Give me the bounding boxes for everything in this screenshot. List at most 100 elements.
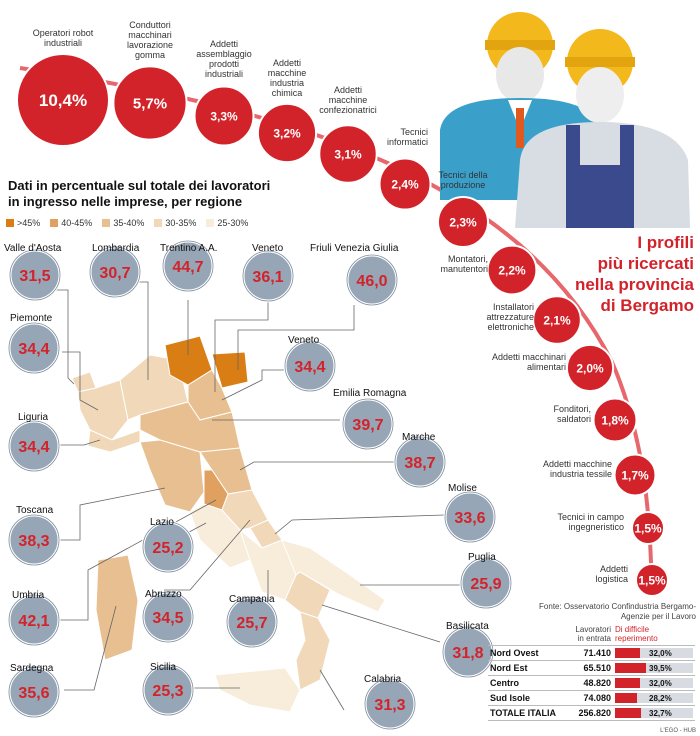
region-bubble: 25,3 Sicilia: [141, 662, 195, 717]
profile-value-label: 3,1%: [334, 147, 362, 161]
region-value-label: 25,2: [152, 540, 183, 557]
header-difficult-line1: Di difficile: [615, 625, 650, 634]
profile-category-label: Addetti: [273, 58, 301, 68]
region-bubble-outline: [364, 678, 416, 730]
legend-label: 40-45%: [61, 218, 93, 228]
profile-value-label: 2,3%: [449, 215, 477, 229]
table-cell-workers: 65.510: [567, 660, 613, 676]
profile-bubble-circle: [613, 453, 657, 497]
table-cell-difficult: 32,0%: [613, 645, 695, 661]
headline-line1: I profili: [637, 233, 694, 252]
region-name-label: Campania: [229, 594, 275, 605]
profile-category-label: prodotti: [209, 59, 239, 69]
profile-category-label: industriali: [205, 69, 243, 79]
region-value-label: 44,7: [172, 259, 203, 276]
table-row: Nord Ovest 71.410 32,0%: [488, 645, 695, 661]
summary-table: Lavoratori in entrata Di difficile reper…: [488, 625, 695, 721]
difficult-bar-fill: [615, 693, 637, 703]
difficult-bar-label: 32,0%: [649, 679, 672, 688]
region-bubble: 38,3 Toscana: [7, 505, 61, 567]
region-name-label: Liguria: [18, 412, 48, 423]
table-cell-difficult: 32,7%: [613, 705, 695, 721]
profile-category-label: chimica: [272, 88, 303, 98]
profile-category-label: macchine: [329, 95, 368, 105]
region-bubble-outline: [9, 249, 61, 301]
profile-value-label: 1,7%: [621, 468, 649, 482]
profile-category-label: assemblaggio: [196, 49, 252, 59]
source-line1: Fonte: Osservatorio Confindustria Bergam…: [539, 602, 696, 611]
difficult-bar-track: 28,2%: [615, 693, 693, 703]
header-difficult-line2: reperimento: [615, 634, 658, 643]
table-cell-area: Centro: [488, 675, 568, 691]
profile-bubble-circle: [318, 124, 378, 184]
region-name-label: Piemonte: [10, 313, 53, 324]
table-cell-area: Nord Est: [488, 660, 568, 676]
region-bubble: 25,9 Puglia: [459, 552, 513, 610]
profile-bubble-circle: [486, 244, 538, 296]
table-cell-area: Sud Isole: [488, 690, 568, 706]
profile-bubble-circle: [592, 397, 638, 443]
region-name-label: Sicilia: [150, 662, 177, 673]
profile-category-label: Installatori: [493, 302, 534, 312]
difficult-bar-label: 39,5%: [649, 664, 672, 673]
profile-value-label: 5,7%: [133, 95, 167, 112]
profile-category-label: Addetti: [334, 85, 362, 95]
profile-category-label: macchine: [268, 68, 307, 78]
region-name-label: Toscana: [16, 505, 54, 516]
region-bubble-outline: [242, 250, 294, 302]
profile-value-label: 3,2%: [273, 126, 301, 140]
region-bubble: 25,2 Lazio: [141, 517, 195, 574]
region-bubble-outline: [8, 666, 60, 718]
region-bubble-outline: [8, 420, 60, 472]
region-bubble: 33,6 Molise: [443, 483, 497, 544]
region-value-label: 31,5: [19, 268, 50, 285]
region-name-label: Molise: [448, 483, 477, 494]
profile-category-label: logistica: [595, 574, 628, 584]
profile-value-label: 2,1%: [543, 313, 571, 327]
region-name-label: Puglia: [468, 552, 496, 563]
region-bubble-outline: [460, 557, 512, 609]
region-name-label: Friuli Venezia Giulia: [310, 243, 399, 254]
region-bubble-outline: [142, 521, 194, 573]
legend-swatch: [154, 219, 163, 227]
region-value-label: 39,7: [352, 417, 383, 434]
profile-category-label: attrezzature: [486, 312, 534, 322]
legend-swatch: [102, 219, 111, 227]
region-bubble: 31,5 Valle d'Aosta: [4, 243, 62, 302]
difficult-bar-track: 39,5%: [615, 663, 693, 673]
legend-item: 40-45%: [50, 218, 92, 228]
region-bubble-outline: [8, 514, 60, 566]
headline-line4: di Bergamo: [600, 296, 694, 315]
profile-bubble-circle: [256, 102, 318, 164]
table-header: Lavoratori in entrata Di difficile reper…: [488, 625, 695, 646]
difficult-bar-track: 32,0%: [615, 648, 693, 658]
region-value-label: 38,3: [18, 533, 49, 550]
legend-title-line2: in ingresso nelle imprese, per regione: [8, 194, 243, 209]
legend-item: 35-40%: [102, 218, 144, 228]
profile-bubble-circle: [437, 196, 489, 248]
region-bubble: 38,7 Marche: [393, 432, 447, 489]
profile-category-label: Fonditori,: [553, 404, 591, 414]
profile-category-label: confezionatrici: [319, 105, 377, 115]
profile-bubble: 3,3% Addettiassemblaggioprodottiindustria…: [193, 39, 255, 147]
profile-bubble-circle: [631, 511, 665, 545]
region-value-label: 31,8: [452, 645, 483, 662]
difficult-bar-label: 28,2%: [649, 694, 672, 703]
region-value-label: 46,0: [356, 273, 387, 290]
region-bubble: 34,4 Veneto: [283, 335, 337, 393]
region-bubble: 31,3 Calabria: [363, 674, 417, 731]
table-cell-difficult: 39,5%: [613, 660, 695, 676]
credit: L'EGO - HUB: [660, 728, 696, 734]
region-bubble: 36,1 Veneto: [241, 243, 295, 303]
profile-category-label: Tecnici: [400, 127, 428, 137]
profile-value-label: 2,2%: [498, 263, 526, 277]
legend-label: 25-30%: [217, 218, 249, 228]
profile-bubble: 2,2% Montatori,manutentori: [440, 244, 538, 296]
region-bubble-outline: [394, 436, 446, 488]
region-value-label: 38,7: [404, 455, 435, 472]
header-workers-line2: in entrata: [577, 634, 611, 643]
profile-category-label: saldatori: [557, 414, 591, 424]
